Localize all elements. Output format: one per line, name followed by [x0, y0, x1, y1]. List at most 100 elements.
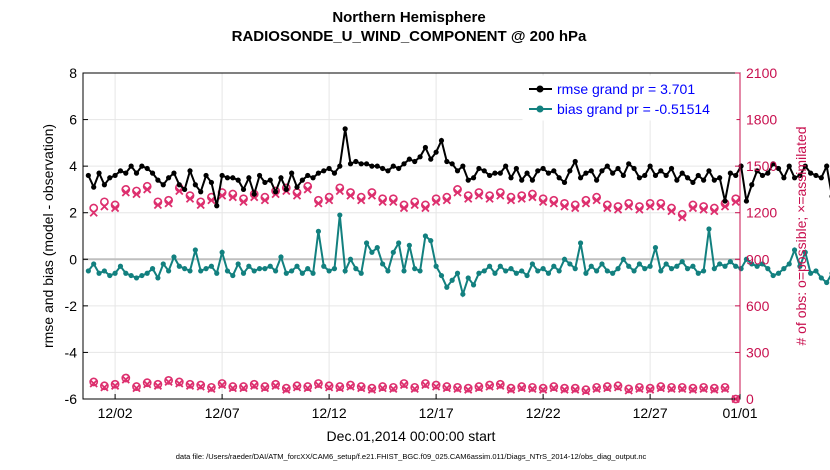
rmse-point	[791, 175, 798, 181]
bias-point	[460, 291, 466, 297]
obs-possible-point	[142, 378, 152, 388]
rmse-point	[481, 168, 487, 174]
obs-possible-point	[699, 382, 709, 392]
obs-assimilated-point	[292, 383, 302, 392]
bias-point	[684, 266, 691, 272]
y-tick-label: -2	[65, 298, 78, 314]
obs-assimilated-point	[635, 205, 644, 214]
bias-point	[128, 272, 134, 279]
obs-assimilated-point	[688, 203, 698, 213]
obs-assimilated-point	[357, 196, 366, 205]
x-axis-label: Dec.01,2014 00:00:00 start	[327, 428, 496, 444]
obs-possible-point	[570, 383, 580, 393]
obs-possible-point	[110, 379, 120, 389]
obs-assimilated-point	[581, 387, 591, 396]
x-tick-label: 01/01	[722, 405, 757, 421]
obs-assimilated-point	[635, 384, 644, 394]
rmse-point	[198, 189, 204, 195]
bias-point	[224, 268, 231, 274]
bias-point	[299, 270, 305, 276]
series-layer	[85, 126, 830, 404]
bias-point	[519, 268, 525, 274]
rmse-point	[96, 170, 102, 176]
rmse-point	[123, 170, 129, 176]
footnote: data file: /Users/raeder/DAI/ATM_forcXX/…	[176, 452, 647, 461]
bias-point	[412, 266, 418, 272]
bias-point	[487, 263, 493, 269]
rmse-point	[160, 182, 166, 188]
bias-point	[738, 266, 744, 272]
y-tick-label: -4	[65, 344, 78, 360]
obs-assimilated-point	[335, 383, 344, 393]
obs-possible-point	[207, 382, 216, 392]
legend: rmse grand pr = 3.701 bias grand pr = -0…	[522, 75, 737, 121]
rmse-point	[283, 186, 289, 193]
x-tick-label: 12/27	[633, 405, 668, 421]
bias-point	[599, 261, 605, 267]
obs-assimilated-point	[399, 203, 409, 213]
obs-assimilated-point	[378, 383, 387, 393]
obs-assimilated-point	[624, 386, 633, 395]
bias-point	[326, 268, 332, 274]
bias-point	[610, 270, 616, 276]
obs-assimilated-point	[175, 186, 184, 196]
rmse-point	[246, 175, 252, 181]
obs-assimilated-point	[603, 383, 612, 393]
bias-point	[759, 261, 766, 267]
bias-point	[636, 261, 643, 267]
obs-assimilated-point	[560, 202, 569, 211]
rmse-point	[438, 137, 445, 144]
bias-point	[267, 263, 273, 269]
bias-point	[198, 268, 204, 274]
rmse-point	[470, 175, 477, 181]
bias-point	[465, 275, 471, 281]
rmse-point	[620, 172, 626, 179]
bias-point	[406, 242, 412, 248]
rmse-point	[604, 163, 610, 169]
rmse-point	[797, 172, 803, 179]
rmse-point	[321, 168, 327, 174]
legend-marker-bias	[536, 105, 544, 113]
bias-point	[797, 263, 803, 269]
obs-possible-point	[367, 383, 377, 393]
obs-assimilated-point	[506, 385, 516, 394]
rmse-point	[91, 184, 97, 190]
obs-possible-point	[292, 381, 302, 391]
rmse-point	[759, 172, 766, 179]
bias-point	[278, 254, 284, 260]
obs-possible-point	[517, 382, 527, 391]
obs-assimilated-point	[485, 194, 494, 203]
obs-assimilated-point	[474, 383, 484, 393]
bias-point	[503, 268, 509, 274]
bias-point	[417, 268, 423, 274]
rmse-point	[176, 182, 182, 188]
obs-assimilated-point	[378, 197, 387, 206]
obs-assimilated-point	[185, 194, 195, 203]
obs-assimilated-point	[89, 379, 98, 388]
rmse-point	[818, 175, 824, 181]
obs-possible-point	[228, 382, 238, 391]
rmse-point	[781, 175, 787, 181]
rmse-point	[155, 177, 161, 183]
rmse-point	[214, 203, 220, 209]
bias-point	[786, 261, 792, 267]
rmse-point	[422, 144, 429, 151]
rmse-point	[492, 170, 498, 176]
obs-possible-point	[538, 383, 548, 393]
rmse-point	[658, 168, 664, 174]
bias-point	[91, 261, 97, 267]
bias-point	[117, 263, 124, 269]
bias-point	[577, 240, 584, 246]
bias-point	[481, 268, 487, 274]
obs-possible-point	[463, 383, 473, 393]
bias-point	[497, 263, 503, 269]
bias-point	[701, 268, 707, 274]
rmse-point	[224, 175, 231, 181]
obs-count-series-1	[89, 373, 741, 404]
bias-point	[396, 240, 402, 246]
bias-point	[246, 263, 252, 269]
obs-assimilated-point	[549, 199, 558, 208]
obs-assimilated-point	[549, 383, 558, 393]
obs-assimilated-point	[132, 383, 141, 393]
